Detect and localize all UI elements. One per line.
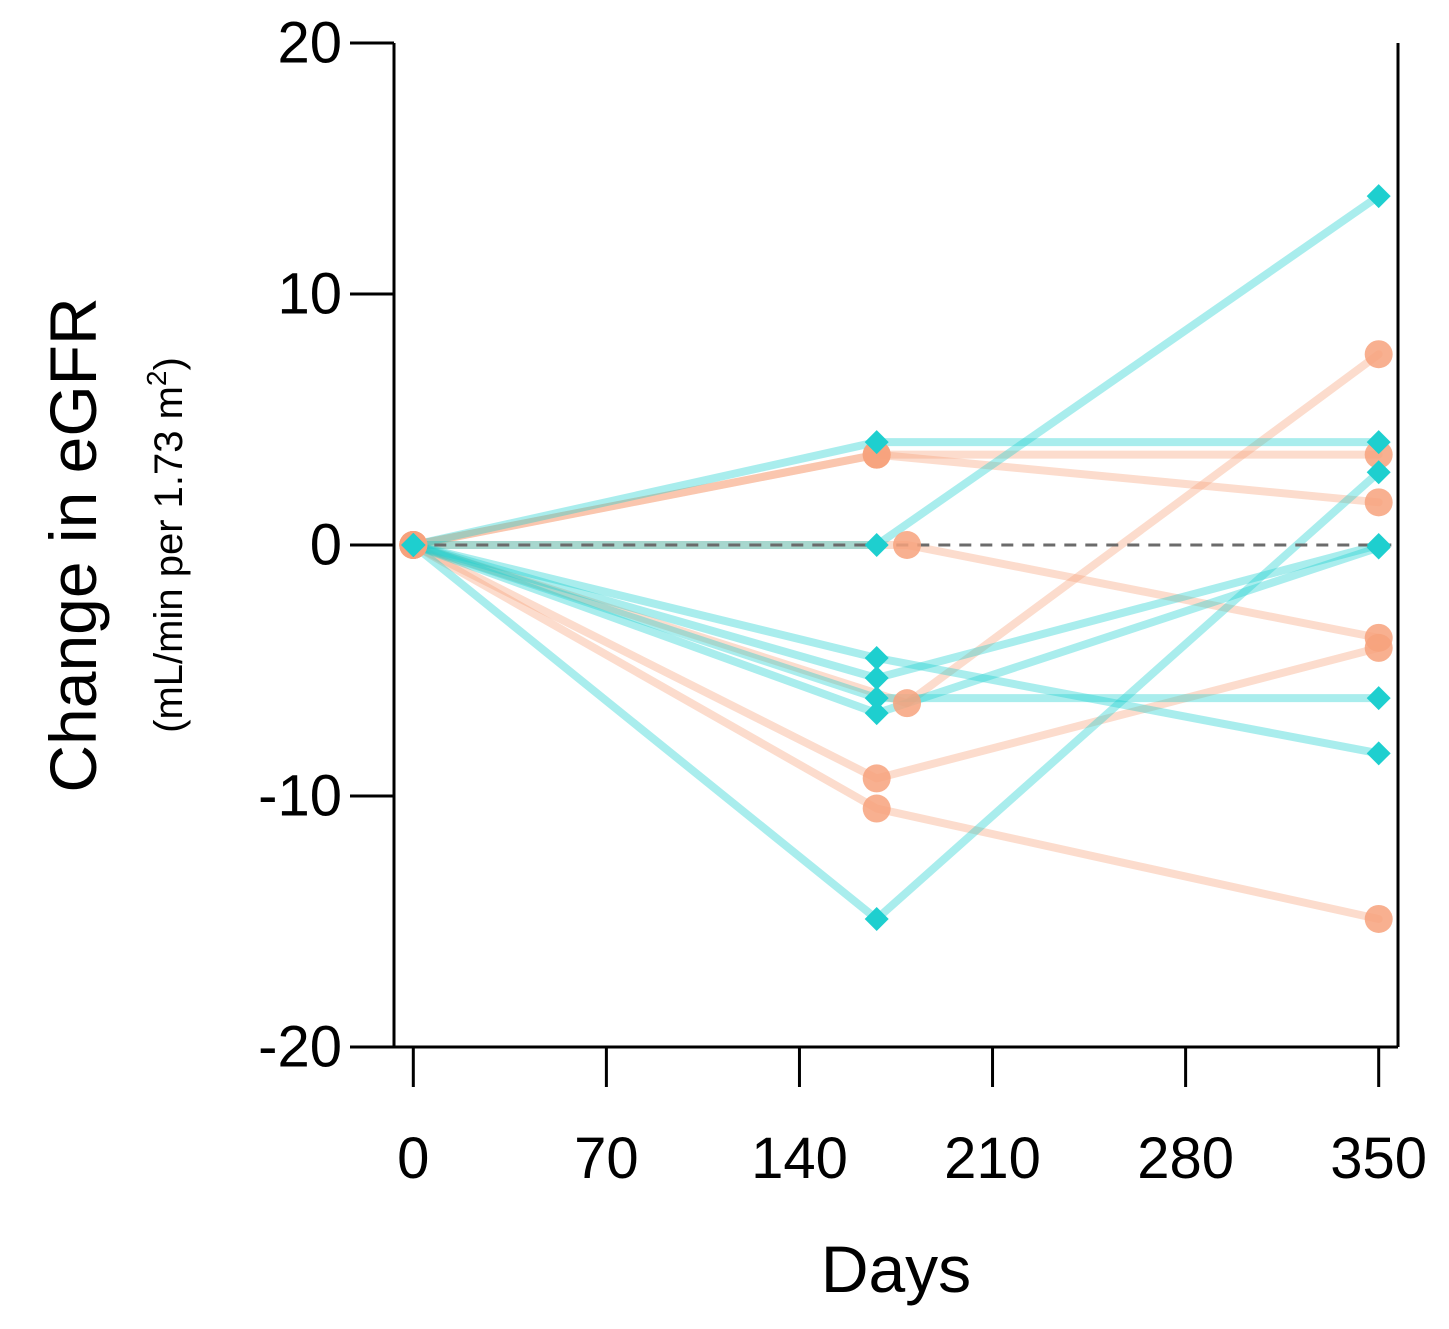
teal-series-2-line [409, 192, 1383, 549]
x-tick-label: 350 [1330, 1126, 1427, 1191]
teal-series-7-point-2 [864, 906, 889, 931]
y-tick-label: -20 [258, 1015, 342, 1080]
orange-series-2-point-2 [862, 440, 891, 469]
x-tick-label: 70 [574, 1126, 639, 1191]
teal-series-1-point-2 [864, 430, 889, 455]
y-tick-label: -10 [258, 764, 342, 829]
teal-series-1-point-3 [1366, 430, 1391, 455]
y-tick-label: 10 [277, 262, 342, 327]
orange-series-5-point-2 [862, 764, 891, 793]
teal-series-5-point-2 [864, 686, 889, 711]
orange-series-4-point-2 [893, 689, 922, 718]
axis-labels: -20 -10 0 10 20 0 70 140 210 280 350 Days Change in … [36, 11, 1427, 1307]
axes [350, 41, 1400, 1087]
teal-series-5-point-3 [1366, 686, 1391, 711]
y-axis-title: Change in eGFR [36, 297, 110, 792]
orange-series-6-point-3 [1364, 904, 1393, 933]
orange-series-4-point-3 [1364, 340, 1393, 369]
orange-series-1-point-3 [1364, 440, 1393, 469]
orange-series-3-point-2 [893, 531, 922, 559]
teal-series-3-point-3 [1366, 741, 1391, 766]
orange-series-2-point-3 [1364, 488, 1393, 517]
teal-series-2-point-2 [864, 533, 889, 557]
teal-series-2-point-3 [1366, 184, 1391, 209]
orange-series-6-point-2 [862, 794, 891, 823]
y-tick-label: 20 [277, 11, 342, 76]
teal-series-4-point-2 [864, 666, 889, 691]
x-tick-label: 140 [751, 1126, 848, 1191]
x-tick-label: 0 [397, 1126, 429, 1191]
orange-series-5-point-3 [1364, 633, 1393, 662]
y-axis-units: (mL/min per 1.73 m2) [141, 357, 191, 733]
teal-series-6-point-2 [864, 701, 889, 726]
x-axis-title: Days [821, 1232, 971, 1306]
series-markers [399, 184, 1393, 933]
teal-series-7-point-3 [1366, 460, 1391, 485]
x-tick-label: 280 [1137, 1126, 1234, 1191]
x-tick-label: 210 [944, 1126, 1041, 1191]
teal-series-6-point-3 [1366, 535, 1391, 560]
teal-series-3-line [409, 541, 1383, 758]
teal-series-3-point-2 [864, 645, 889, 670]
teal-series-7-point-1 [401, 533, 426, 557]
y-tick-label: 0 [310, 513, 342, 578]
series-lines [409, 192, 1383, 923]
